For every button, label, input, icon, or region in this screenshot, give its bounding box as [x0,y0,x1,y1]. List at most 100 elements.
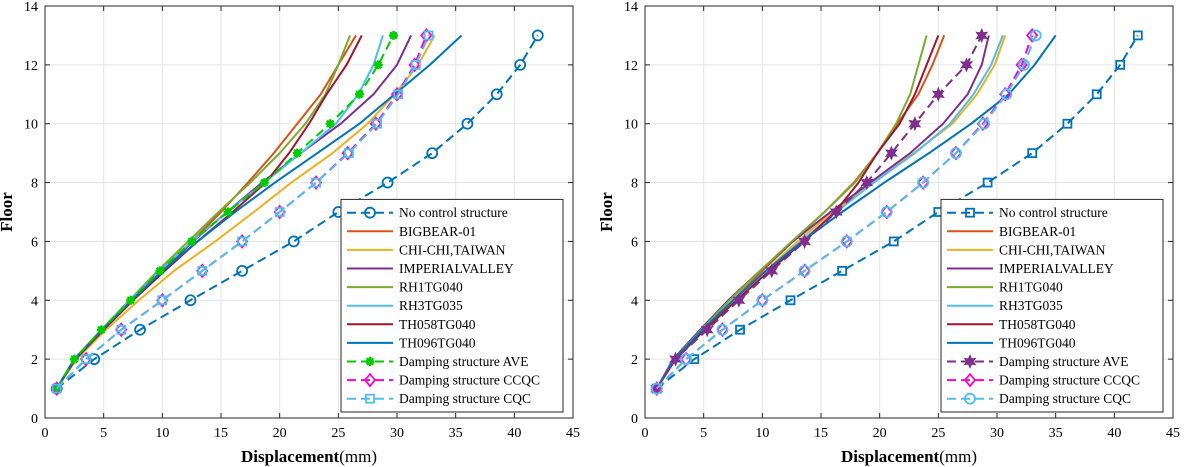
left-legend-rh3tg035-label: RH3TG035 [399,298,463,313]
right-ytick-label: 12 [624,59,638,74]
right-xlabel-text: Displacement [841,447,940,466]
left-xtick-label: 30 [390,426,404,441]
right-series-no-control-structure-point [1132,30,1143,41]
right-legend: No control structure BIGBEAR-01 CHI-CHI,TA… [940,198,1164,413]
left-xtick-label: 0 [42,426,49,441]
right-series-damping-structure-ave-point [765,263,779,279]
right-series-damping-structure-cqc-point [1029,29,1042,42]
right-series-damping-structure-cqc-point [716,323,729,336]
right-series-damping-structure-cqc-point [840,235,853,248]
right-series-th096tg040-line [655,34,1057,390]
right-series [650,27,1143,397]
chart-right: 0 5 10 15 20 25 30 35 40 45 0 2 4 6 8 10 12 14 Displacemen… [600,0,1200,467]
left-series-no-control-structure-point [134,323,146,336]
right-series-damping-structure-ave-point [732,292,746,308]
left-series-damping-structure-cqc-point [372,118,382,129]
right-xtick-label: 0 [642,426,649,441]
left-ytick-label: 10 [24,118,38,133]
right-series-damping-structure-cqc-point [680,353,692,366]
right-series-no-control-structure-point [1027,148,1038,159]
left-series-damping-structure-cqc-point [410,59,421,70]
left-legend-bigbear-01-label: BIGBEAR-01 [399,224,476,239]
right-ytick-label: 6 [631,235,638,250]
right-series-no-control-structure-point [982,177,993,188]
right-legend-rh1tg040-label: RH1TG040 [999,280,1063,295]
left-ylabel: Floor [0,192,16,232]
left-series-no-control-structure-point [514,58,527,71]
right-series-damping-structure-ccqc-point [1026,28,1039,43]
right-series-damping-structure-cqc-point [917,176,929,189]
left-series-damping-structure-ave-point [187,236,197,246]
left-xlabel-unit: (mm) [339,447,377,466]
chart-left-svg: 0 5 10 15 20 25 30 35 40 45 0 2 4 6 8 10 12 14 Displacemen… [0,0,580,466]
left-legend-no-control-structure-marker [364,206,376,219]
left-series-damping-structure-ave-point [96,325,106,335]
left-legend-damping-structure-ave-label: Damping structure AVE [399,354,528,369]
left-xtick-label: 35 [449,426,463,441]
left-series-no-control-structure-point [490,88,503,101]
left-legend-no-control-structure-label: No control structure [399,205,508,220]
left-ytick-label: 4 [31,294,38,309]
left-series-damping-structure-ave-point [259,178,269,188]
left-series-damping-structure-ave-point [354,89,364,99]
right-legend-chi-chi-taiwan-label: CHI-CHI,TAIWAN [999,242,1106,257]
right-series-damping-structure-ave-point [884,145,898,161]
left-ytick-label: 12 [24,59,38,74]
left-series-no-control-structure-point [531,29,544,42]
left-series-damping-structure-ave-point [292,148,302,158]
left-ytick-label: 14 [24,0,38,15]
right-series-no-control-structure-point [837,265,848,276]
right-xtick-label: 15 [814,426,828,441]
right-series-damping-structure-cqc-point [650,382,663,395]
left-series-damping-structure-cqc-point [423,30,434,41]
right-xtick-label: 5 [700,426,707,441]
right-series-damping-structure-ave-point [669,351,683,367]
right-legend-th058tg040-label: TH058TG040 [999,317,1076,332]
left-series-damping-structure-cqc-point [81,354,91,365]
left-series-no-control-structure-point [381,176,394,189]
left-xtick-label: 5 [100,426,107,441]
left-series-no-control-structure-point [236,264,249,277]
left-series-damping-structure-cqc-point [197,265,208,276]
left-legend-damping-structure-ave-marker [365,357,375,366]
left-plot-frame [44,5,574,419]
right-xlabel: Displacement(mm) [841,447,977,466]
right-ytick-label: 4 [631,294,638,309]
right-ytick-label: 2 [631,353,638,368]
left-series-damping-structure-cqc-point [116,324,127,335]
right-plot-frame [644,5,1174,419]
right-series-no-control-structure-point [1062,118,1073,129]
right-xtick-label: 25 [931,426,945,441]
right-series-damping-structure-ave-point [959,57,973,73]
right-legend-damping-structure-ccqc-label: Damping structure CCQC [999,373,1140,388]
right-series-damping-structure-cqc-point [798,264,811,277]
right-series-no-control-structure-point [735,324,745,335]
right-ytick-label: 14 [624,0,638,15]
left-xtick-label: 25 [331,426,345,441]
right-series-damping-structure-ave-point [975,27,989,43]
right-series-damping-structure-ave-point [798,233,812,249]
right-xtick-label: 40 [1107,426,1121,441]
left-ytick-label: 6 [31,235,38,250]
right-series-damping-structure-cqc-line [656,35,1037,390]
left-series-damping-structure-cqc-point [237,236,248,247]
left-legend-damping-structure-cqc-label: Damping structure CQC [399,391,531,406]
left-series-damping-structure-cqc-point [274,207,285,217]
left-series-damping-structure-ave-point [126,295,136,305]
right-ylabel: Floor [600,192,616,232]
right-ytick-label: 8 [631,177,638,192]
left-xtick-label: 20 [273,426,287,441]
left-series-no-control-structure-point [426,147,439,160]
right-legend-bigbear-01-label: BIGBEAR-01 [999,224,1076,239]
left-series-damping-structure-cqc-point [311,177,321,188]
right-series-damping-structure-cqc-point [1018,58,1030,71]
right-series-no-control-structure-point [888,236,899,247]
left-legend-th096tg040-label: TH096TG040 [399,335,476,350]
right-xtick-label: 45 [1166,426,1180,441]
right-series-damping-structure-ave-point [829,204,843,220]
left-series-damping-structure-cqc-point [51,383,62,394]
right-series-damping-structure-ave-point [860,175,874,191]
right-xtick-label: 20 [873,426,887,441]
left-series-damping-structure-ave-point [69,354,79,364]
right-legend-no-control-structure-marker [965,207,975,218]
